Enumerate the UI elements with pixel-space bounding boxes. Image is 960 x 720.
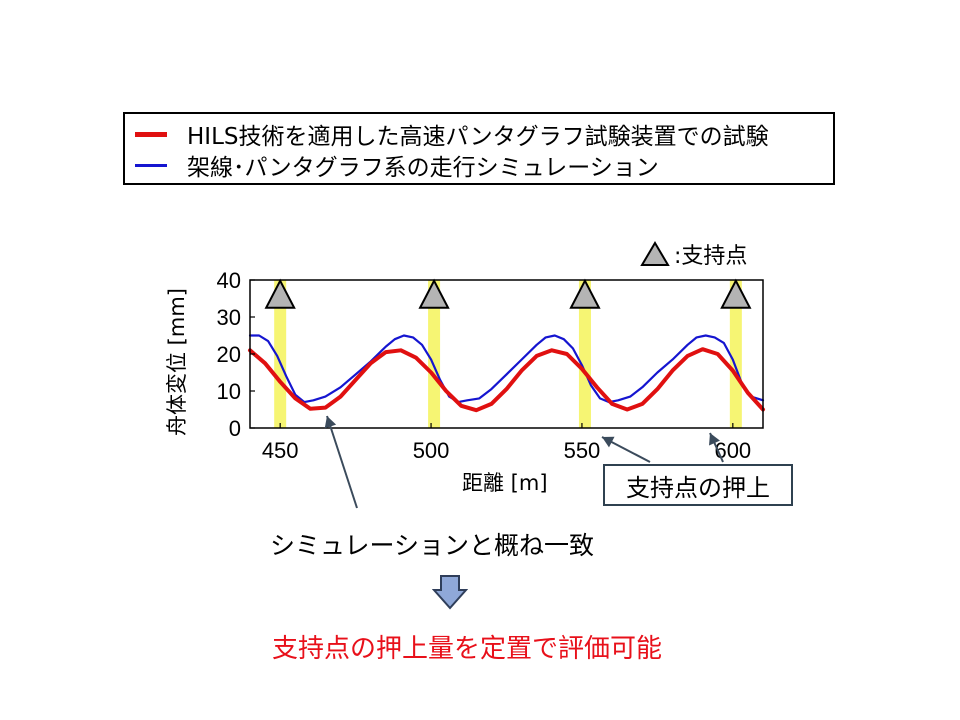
pushup-arrow-left-head xyxy=(602,436,615,448)
y-tick-label-10: 10 xyxy=(217,379,241,404)
support-highlights xyxy=(274,280,742,428)
legend-item-test: HILS技術を適用した高速パンタグラフ試験装置での試験 xyxy=(135,119,769,150)
pushup-arrow-right-head xyxy=(709,433,720,446)
down-arrow-icon xyxy=(432,575,468,610)
callout-arrows xyxy=(324,415,724,509)
support-marker-0 xyxy=(264,278,296,309)
x-axis-label: 距離 [m] xyxy=(462,471,548,495)
legend: HILS技術を適用した高速パンタグラフ試験装置での試験 架線･パンタグラフ系の走… xyxy=(123,112,835,185)
y-axis-label: 舟体変位 [mm] xyxy=(165,288,189,436)
y-tick-label-30: 30 xyxy=(217,305,241,330)
agreement-arrow-shaft xyxy=(326,415,358,509)
legend-label-test: HILS技術を適用した高速パンタグラフ試験装置での試験 xyxy=(187,124,769,150)
support-highlight-3 xyxy=(729,280,742,428)
agreement-note: シミュレーションと概ね一致 xyxy=(270,531,595,560)
series-line-test xyxy=(248,347,765,413)
chart-lines xyxy=(248,334,765,413)
support-key-label: :支持点 xyxy=(674,244,748,269)
support-marker-1 xyxy=(418,278,450,309)
x-tick-label-500: 500 xyxy=(413,438,450,463)
support-markers xyxy=(264,278,752,309)
support-marker-2 xyxy=(569,278,601,309)
support-highlight-2 xyxy=(578,280,591,428)
y-axis-ticks: 0 10 20 30 40 xyxy=(217,268,255,441)
legend-swatch-simulation xyxy=(135,163,167,167)
series-line-simulation xyxy=(248,334,765,404)
support-point-key: :支持点 xyxy=(640,238,747,270)
x-tick-label-550: 550 xyxy=(564,438,601,463)
legend-label-simulation: 架線･パンタグラフ系の走行シミュレーション xyxy=(187,155,659,181)
triangle-icon xyxy=(640,241,670,266)
x-tick-label-600: 600 xyxy=(714,438,751,463)
x-axis-ticks: 450 500 550 600 xyxy=(262,423,751,463)
support-marker-3 xyxy=(720,278,752,309)
y-tick-label-40: 40 xyxy=(217,268,241,293)
legend-item-simulation: 架線･パンタグラフ系の走行シミュレーション xyxy=(135,150,659,181)
x-tick-label-450: 450 xyxy=(262,438,299,463)
conclusion-text: 支持点の押上量を定置で評価可能 xyxy=(272,634,663,664)
y-tick-label-20: 20 xyxy=(217,342,241,367)
support-highlight-1 xyxy=(428,280,441,428)
support-pushup-callout: 支持点の押上 xyxy=(603,464,793,506)
y-tick-label-0: 0 xyxy=(229,416,241,441)
agreement-arrow-head xyxy=(324,416,337,429)
legend-swatch-test xyxy=(135,131,167,137)
support-pushup-label: 支持点の押上 xyxy=(626,473,770,502)
support-highlight-0 xyxy=(274,280,287,428)
